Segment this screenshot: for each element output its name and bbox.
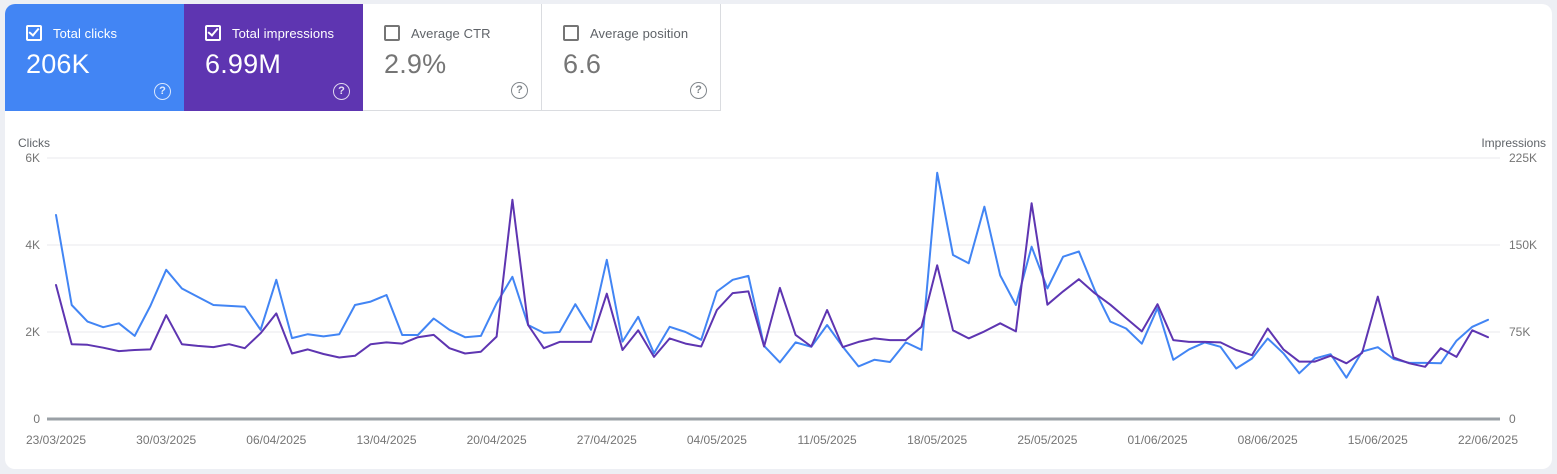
x-axis-date-label: 15/06/2025 [1348,433,1408,447]
x-axis-date-label: 13/04/2025 [356,433,416,447]
x-axis-date-label: 08/06/2025 [1238,433,1298,447]
metric-value: 2.9% [384,49,447,79]
metric-card-header: Total clicks [26,25,184,41]
left-axis-tick: 6K [25,151,40,165]
metric-card-header: Average position [563,25,720,41]
x-axis-date-label: 18/05/2025 [907,433,967,447]
series-line-total-impressions [55,198,1489,368]
metric-card-average-ctr[interactable]: Average CTR 2.9% ? [363,4,542,111]
help-icon[interactable]: ? [333,83,350,100]
help-icon[interactable]: ? [511,82,528,99]
left-axis-tick: 4K [25,238,40,252]
metric-card-header: Total impressions [205,25,363,41]
metric-value: 206K [26,49,90,79]
metric-label: Total impressions [232,25,335,41]
help-icon[interactable]: ? [690,82,707,99]
x-axis-date-label: 04/05/2025 [687,433,747,447]
x-axis-date-label: 22/06/2025 [1458,433,1518,447]
x-axis-date-label: 06/04/2025 [246,433,306,447]
average-position-checkbox[interactable] [563,25,579,41]
total-impressions-checkbox[interactable] [205,25,221,41]
metric-label: Average CTR [411,25,491,41]
performance-panel: Total clicks 206K ? Total impressions 6.… [5,4,1552,469]
x-axis-date-label: 11/05/2025 [798,433,857,447]
x-axis-date-label: 25/05/2025 [1017,433,1077,447]
help-icon[interactable]: ? [154,83,171,100]
x-axis-date-label: 23/03/2025 [26,433,86,447]
metric-value: 6.99M [205,49,282,79]
average-ctr-checkbox[interactable] [384,25,400,41]
metric-card-total-clicks[interactable]: Total clicks 206K ? [5,4,184,111]
metric-card-header: Average CTR [384,25,541,41]
right-axis-tick: 225K [1509,151,1537,165]
left-axis-tick: 0 [33,412,40,426]
right-axis-tick: 150K [1509,238,1537,252]
series-line-total-clicks [55,171,1489,379]
x-axis-date-label: 30/03/2025 [136,433,196,447]
x-axis-date-label: 01/06/2025 [1127,433,1187,447]
right-axis-tick: 75K [1509,325,1530,339]
metric-value: 6.6 [563,49,602,79]
clicks-impressions-line-chart[interactable]: 0 0 2K 75K 4K 150K 6K 225K Clicks Impressions 23/0… [5,4,1552,469]
x-axis-date-label: 20/04/2025 [467,433,527,447]
left-axis-tick: 2K [25,325,40,339]
right-axis-title: Impressions [1481,136,1546,150]
metric-label: Total clicks [53,25,118,41]
total-clicks-checkbox[interactable] [26,25,42,41]
metric-label: Average position [590,25,689,41]
performance-chart[interactable]: 0 0 2K 75K 4K 150K 6K 225K Clicks Impressions 23/0… [5,4,1552,469]
x-axis-date-label: 27/04/2025 [577,433,637,447]
right-axis-tick: 0 [1509,412,1516,426]
metric-card-total-impressions[interactable]: Total impressions 6.99M ? [184,4,363,111]
metric-cards-row: Total clicks 206K ? Total impressions 6.… [5,4,721,111]
left-axis-title: Clicks [18,136,50,150]
metric-card-average-position[interactable]: Average position 6.6 ? [542,4,721,111]
